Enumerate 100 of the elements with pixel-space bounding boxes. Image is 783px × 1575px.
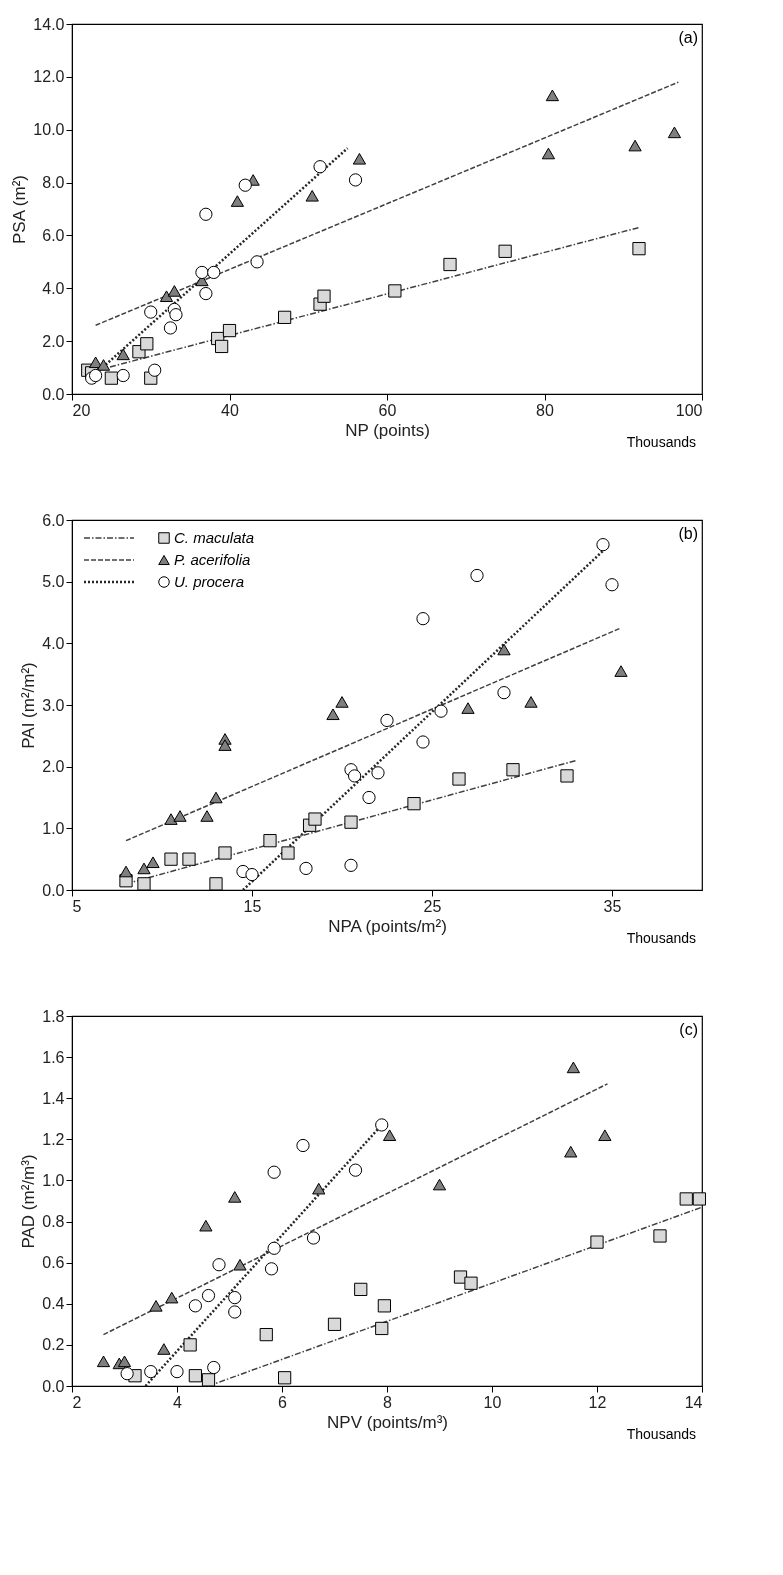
point: [117, 1355, 132, 1368]
point: [296, 1138, 310, 1153]
annotation: (c): [679, 1021, 698, 1038]
point: [165, 1291, 179, 1304]
y-tick-label: 1.2: [42, 1130, 65, 1148]
point: [199, 1219, 213, 1232]
x-tick-label: 2: [72, 1393, 82, 1411]
x-tick-label: 5: [72, 897, 82, 915]
point: [362, 790, 376, 805]
point: [590, 1235, 604, 1249]
point: [497, 686, 511, 700]
point: [375, 1321, 389, 1336]
x-axis-title: NPV (points/m³): [327, 1412, 448, 1432]
point: [212, 1258, 226, 1272]
point: [188, 1299, 202, 1313]
point: [144, 1365, 158, 1379]
point: [344, 858, 358, 872]
y-tick-label: 6.0: [42, 226, 65, 244]
point: [281, 846, 295, 860]
point: [347, 769, 362, 783]
point: [566, 1061, 580, 1074]
point: [464, 1276, 478, 1290]
point: [233, 1258, 247, 1271]
point: [564, 1145, 578, 1158]
text: Thousands: [626, 930, 696, 946]
point: [434, 704, 448, 718]
x-tick-label: 8: [383, 1393, 393, 1411]
point: [407, 797, 421, 811]
point: [327, 1317, 342, 1331]
x-tick-label: 40: [221, 401, 239, 419]
point: [306, 1231, 321, 1245]
point: [264, 1262, 279, 1276]
y-tick-label: 2.0: [42, 758, 65, 776]
point: [96, 1355, 111, 1368]
y-tick-label: 6.0: [42, 511, 65, 529]
x-tick-label: 20: [72, 401, 91, 419]
point: [470, 568, 484, 583]
point: [137, 877, 151, 891]
point: [653, 1229, 667, 1243]
point: [679, 1192, 693, 1206]
point: [380, 713, 394, 728]
point: [312, 1182, 326, 1195]
point: [308, 812, 322, 826]
point: [354, 1282, 368, 1297]
point: [228, 1291, 242, 1305]
point: [278, 1371, 292, 1385]
point: [461, 702, 475, 714]
point: [383, 1129, 397, 1142]
point: [348, 1163, 363, 1177]
y-tick-label: 8.0: [42, 174, 65, 192]
point: [149, 1300, 163, 1312]
y-tick-label: 2.0: [42, 332, 65, 350]
y-tick-label: 1.8: [42, 1007, 65, 1025]
point: [267, 1241, 281, 1255]
point: [614, 665, 628, 677]
y-tick-label: 0.0: [42, 1377, 65, 1395]
point: [416, 735, 430, 749]
point: [183, 1338, 197, 1352]
y-tick-label: 1.0: [42, 1171, 65, 1189]
point: [157, 1343, 171, 1355]
point: [371, 766, 385, 780]
y-tick-label: 1.4: [42, 1089, 65, 1107]
point: [267, 1165, 281, 1179]
annotation: (a): [678, 29, 698, 46]
point: [344, 815, 358, 829]
point: [173, 810, 187, 822]
point: [209, 791, 223, 804]
point: [452, 772, 466, 786]
point: [201, 1288, 216, 1303]
x-tick-label: 4: [173, 1393, 183, 1411]
x-tick-label: 14: [684, 1393, 703, 1411]
point: [209, 877, 223, 891]
point: [432, 1178, 447, 1191]
point: [245, 867, 259, 882]
y-axis-title: PAD (m²/m³): [19, 1154, 39, 1249]
y-tick-label: 0.8: [42, 1213, 65, 1231]
x-tick-label: 25: [423, 897, 442, 915]
y-axis-title: PSA (m²): [10, 175, 30, 244]
point: [228, 1191, 242, 1203]
x-axis-title: NPA (points/m²): [328, 916, 447, 936]
x-tick-label: 80: [536, 401, 554, 419]
point: [335, 696, 349, 708]
legend-label: P. acerifolia: [174, 551, 251, 568]
point: [164, 813, 178, 825]
point: [560, 769, 574, 783]
point: [188, 1369, 202, 1383]
x-tick-label: 35: [603, 897, 622, 915]
x-tick-label: 10: [483, 1393, 502, 1411]
point: [326, 708, 340, 721]
y-tick-label: 3.0: [42, 696, 65, 714]
point: [524, 696, 538, 708]
point: [164, 852, 178, 866]
y-tick-label: 12.0: [33, 68, 65, 86]
point: [119, 865, 133, 878]
x-axis-title: NP (points): [345, 420, 430, 440]
point: [146, 856, 160, 869]
point: [506, 763, 520, 777]
legend-label: U. procera: [174, 573, 245, 590]
text: Thousands: [626, 434, 696, 450]
point: [218, 739, 232, 751]
